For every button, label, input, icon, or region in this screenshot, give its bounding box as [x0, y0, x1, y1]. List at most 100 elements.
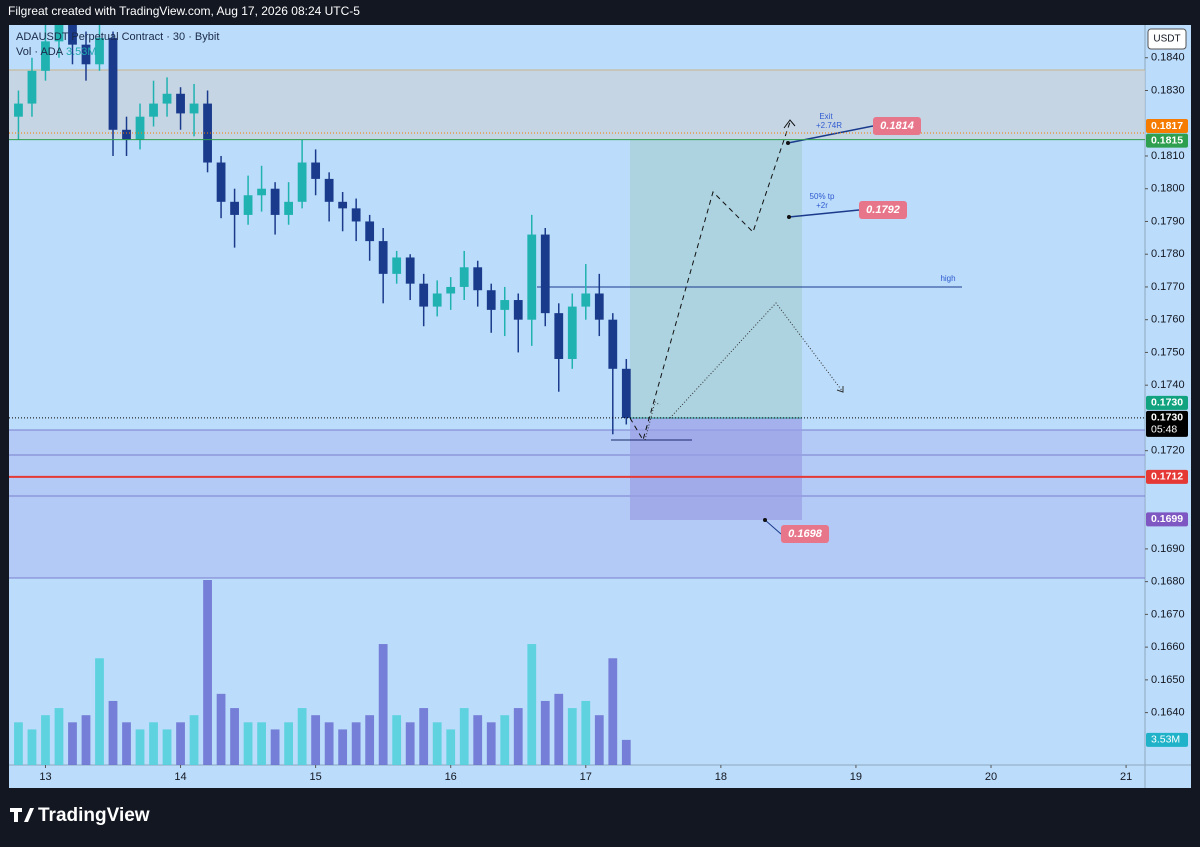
anchor [786, 141, 790, 145]
x-tick-label: 15 [310, 771, 322, 783]
connector [787, 125, 874, 144]
volume-bar [621, 739, 631, 765]
profit-zone [630, 140, 802, 418]
candle-body [594, 293, 604, 320]
candle-body [405, 257, 415, 284]
candle-body [149, 103, 158, 117]
volume-bar [189, 715, 199, 765]
candle-body [527, 234, 537, 320]
candle-body [284, 201, 293, 215]
y-tick-label: 0.1750 [1151, 346, 1185, 358]
candle-body [311, 162, 321, 179]
volume-bar [419, 708, 429, 765]
y-tick-label: 0.1800 [1151, 183, 1185, 195]
candle-body [324, 178, 334, 202]
candle-body [135, 116, 145, 140]
price-label-box [1146, 410, 1188, 437]
volume-bar [95, 658, 104, 765]
candle-body [500, 300, 510, 310]
y-tick-label: 0.1790 [1151, 215, 1185, 227]
candle-body [540, 234, 550, 314]
volume-bar [41, 715, 50, 765]
drawings [9, 69, 1145, 579]
candle-body [554, 313, 564, 359]
x-tick-label: 20 [985, 771, 997, 783]
candle-body [621, 368, 631, 418]
connector [764, 519, 782, 535]
volume-bar [365, 715, 375, 765]
candle-body [365, 221, 375, 242]
volume-bar [311, 715, 321, 765]
logo-icon [10, 808, 34, 822]
candle-body [513, 300, 523, 320]
target-box [859, 201, 907, 219]
volume-bar [338, 729, 348, 765]
target-label: 0.1698 [788, 528, 823, 540]
volume-bar [216, 693, 226, 765]
candle-body [473, 267, 483, 291]
volume-bar [473, 715, 483, 765]
y-tick-label: 0.1840 [1151, 52, 1185, 64]
candle-body [486, 290, 496, 310]
volume-bar [122, 722, 131, 765]
y-tick-label: 0.1660 [1151, 641, 1185, 653]
x-tick-label: 18 [715, 771, 727, 783]
y-tick-label: 0.1740 [1151, 379, 1185, 391]
volume-label: 3.53M [1151, 734, 1180, 746]
volume-bar [513, 708, 523, 765]
currency-box [1147, 28, 1187, 50]
alt-projection [669, 302, 844, 419]
x-tick-label: 21 [1120, 771, 1132, 783]
target-label: 0.1792 [866, 204, 900, 216]
volume-bar [14, 722, 23, 765]
y-tick-label: 0.1760 [1151, 314, 1185, 326]
candle-body [243, 195, 253, 215]
volume-bar [149, 722, 158, 765]
y-tick-label: 0.1830 [1151, 84, 1185, 96]
candle-body [581, 293, 591, 307]
volume-bar [486, 722, 496, 765]
plot [14, 25, 631, 765]
volume-bar [554, 693, 564, 765]
candle-body [567, 306, 577, 359]
volume-bar [297, 708, 307, 765]
candle-body [14, 103, 23, 117]
annotation: +2.74R [816, 121, 842, 130]
demand-zone [9, 430, 1145, 578]
candle-body [392, 257, 402, 274]
candle-body [162, 93, 172, 104]
price-label-box [1146, 119, 1188, 134]
price-label-box [1146, 512, 1188, 527]
annotation: 50% tp [810, 192, 835, 201]
x-tick-label: 14 [174, 771, 186, 783]
candle-body [68, 25, 77, 45]
volume-bar [351, 722, 361, 765]
price-label: 0.1699 [1151, 513, 1183, 525]
price-label: 0.1815 [1151, 134, 1183, 146]
y-tick-label: 0.1780 [1151, 248, 1185, 260]
y-tick-label: 0.1650 [1151, 674, 1185, 686]
annotation: high [940, 274, 955, 283]
candle-body [122, 129, 131, 140]
volume-bar [203, 580, 212, 765]
y-tick-label: 0.1670 [1151, 608, 1185, 620]
price-label-box [1146, 395, 1188, 410]
volume-bar [54, 708, 64, 765]
candle-body [81, 44, 91, 65]
candle-body [41, 41, 50, 71]
volume-label-box [1146, 732, 1188, 747]
annotation: +2r [816, 201, 828, 210]
y-tick-label: 0.1770 [1151, 281, 1185, 293]
candle-body [432, 293, 442, 307]
volume-bar [446, 729, 456, 765]
candle-body [230, 201, 239, 215]
anchor [763, 518, 767, 522]
price-label: 0.1730 [1151, 412, 1183, 424]
arrow-head [836, 386, 844, 393]
anchor [787, 215, 791, 219]
candle-body [176, 93, 185, 114]
volume-bar [270, 729, 280, 765]
candle-body [608, 319, 618, 369]
candle-body [378, 241, 388, 274]
